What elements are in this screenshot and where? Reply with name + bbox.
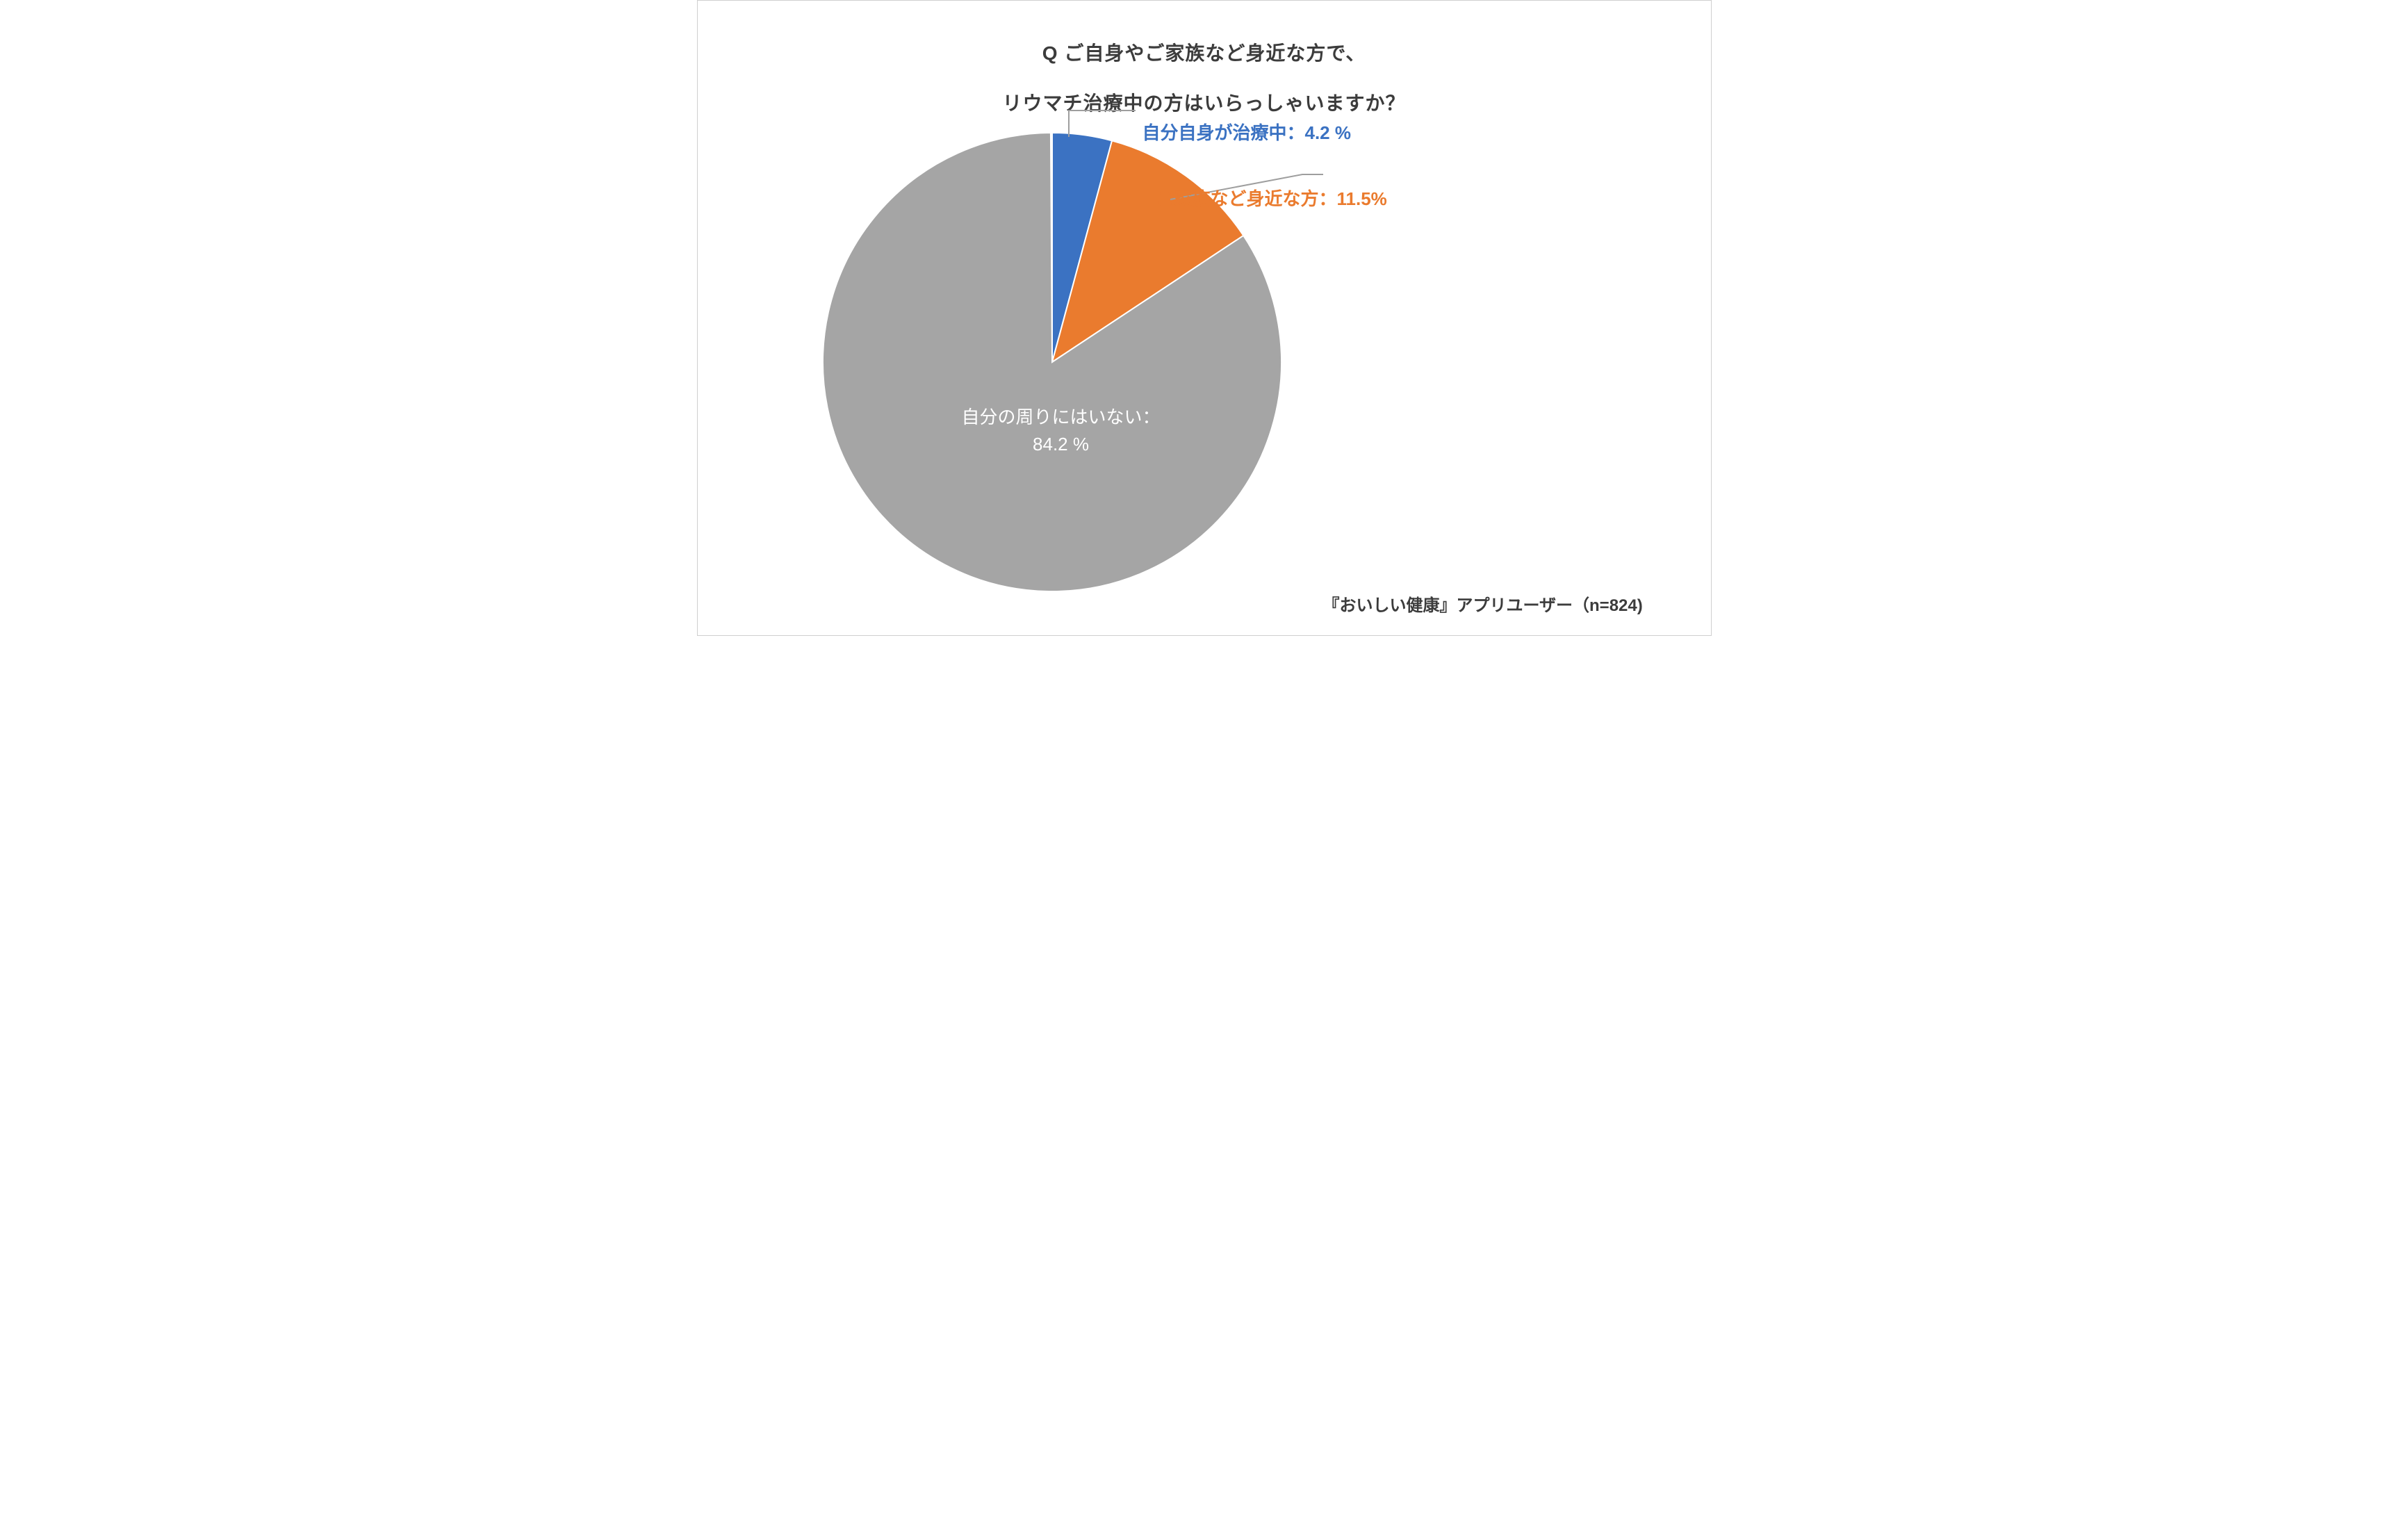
inner-label-none: 自分の周りにはいない： 84.2 % <box>962 404 1161 458</box>
inner-label-none-line2: 84.2 % <box>1033 434 1089 455</box>
chart-footnote: 『おいしい健康』アプリユーザー（n=824) <box>1323 591 1643 616</box>
callout-self: 自分自身が治療中：4.2 % <box>1142 119 1352 145</box>
callout-family: ご家族など身近な方：11.5% <box>1156 185 1387 211</box>
pie-chart <box>698 1 1712 637</box>
inner-label-none-line1: 自分の周りにはいない： <box>962 407 1161 427</box>
chart-canvas: Q ご自身やご家族など身近な方で、 リウマチ治療中の方はいらっしゃいますか？ 自… <box>697 0 1712 636</box>
